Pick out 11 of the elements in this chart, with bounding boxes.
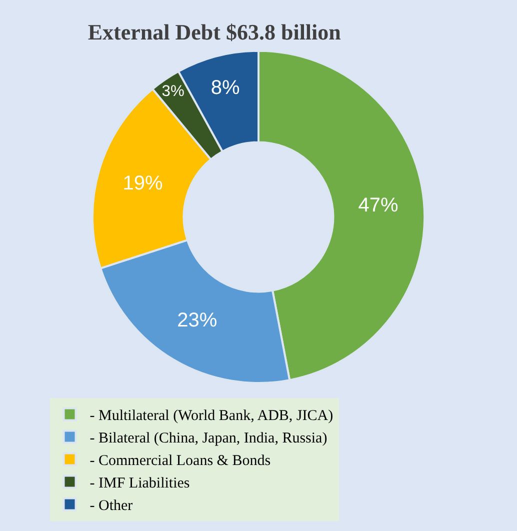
legend-label: - Multilateral (World Bank, ADB, JICA) [90, 408, 334, 424]
legend-label: - Commercial Loans & Bonds [90, 453, 271, 470]
data-label: 3% [162, 83, 184, 100]
data-label: 47% [358, 194, 398, 217]
legend-label: - IMF Liabilities [90, 476, 190, 492]
legend-label: - Bilateral (China, Japan, India, Russia) [90, 430, 328, 447]
data-label: 23% [177, 310, 218, 332]
chart-title: External Debt $63.8 billion [88, 19, 341, 44]
data-label: 19% [122, 172, 163, 194]
legend-label: - Other [90, 498, 133, 514]
data-label: 8% [210, 77, 240, 100]
